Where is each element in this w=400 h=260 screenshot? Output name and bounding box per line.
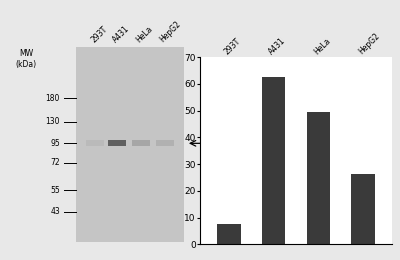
Bar [108, 140, 126, 146]
Bar [351, 173, 374, 244]
Text: 130: 130 [46, 117, 60, 126]
Text: 43: 43 [50, 207, 60, 216]
Text: 55: 55 [50, 186, 60, 195]
Text: 72: 72 [50, 158, 60, 167]
Text: A431: A431 [267, 36, 288, 56]
Text: 95: 95 [50, 139, 60, 148]
Bar [218, 224, 241, 244]
Bar [132, 140, 150, 146]
Bar [307, 112, 330, 244]
Bar [76, 47, 184, 242]
Text: HeLa: HeLa [312, 36, 332, 56]
Text: 180: 180 [46, 94, 60, 103]
Text: MW
(kDa): MW (kDa) [16, 49, 36, 69]
Text: HepG2: HepG2 [158, 20, 183, 44]
Text: STAT6: STAT6 [206, 139, 237, 148]
Bar [262, 77, 285, 244]
Bar [156, 140, 174, 146]
Bar [86, 140, 104, 146]
Text: 293T: 293T [223, 36, 242, 56]
Text: HepG2: HepG2 [357, 32, 381, 56]
Text: 293T: 293T [89, 24, 109, 44]
Text: HeLa: HeLa [134, 24, 154, 44]
Text: A431: A431 [111, 24, 131, 44]
